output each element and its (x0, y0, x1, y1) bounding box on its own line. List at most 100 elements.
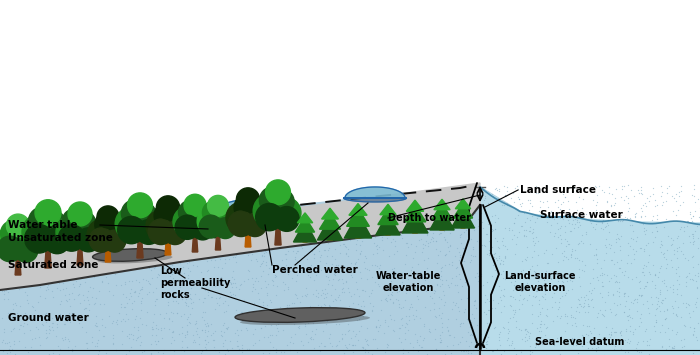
Point (116, 328, 127, 334)
Point (208, 331, 219, 336)
Point (346, 275, 358, 280)
Point (493, 188, 504, 193)
Point (383, 323, 394, 329)
Circle shape (211, 203, 232, 224)
Circle shape (211, 210, 237, 236)
Point (237, 345, 248, 351)
Point (461, 348, 472, 353)
Point (545, 210, 556, 216)
Point (500, 255, 511, 261)
Point (687, 231, 699, 237)
Point (301, 231, 312, 237)
Point (673, 264, 684, 270)
Point (617, 218, 628, 224)
Text: Water table: Water table (8, 220, 78, 230)
Point (532, 342, 543, 347)
Point (466, 184, 477, 189)
Point (360, 225, 371, 231)
Point (656, 249, 667, 255)
Point (671, 198, 682, 204)
Point (651, 202, 662, 208)
Point (188, 332, 199, 338)
Point (111, 321, 122, 327)
Point (540, 312, 551, 317)
Point (400, 209, 411, 215)
Point (88, 274, 99, 280)
Point (232, 343, 243, 349)
Point (657, 200, 668, 205)
Point (181, 329, 193, 334)
Point (451, 265, 462, 271)
Point (368, 251, 379, 257)
Point (334, 338, 345, 344)
Point (34, 293, 46, 299)
Point (370, 229, 381, 234)
Point (426, 236, 437, 242)
Point (561, 290, 572, 296)
Point (586, 336, 597, 342)
Point (476, 273, 487, 278)
Point (536, 306, 547, 311)
Point (279, 268, 290, 273)
Point (354, 307, 365, 312)
Point (668, 343, 679, 349)
Point (657, 344, 668, 349)
Point (514, 196, 525, 202)
Point (389, 272, 400, 278)
Point (494, 337, 505, 343)
Point (261, 302, 272, 308)
Point (366, 223, 377, 229)
Point (598, 337, 610, 342)
Point (270, 273, 281, 279)
Circle shape (0, 227, 27, 260)
Point (634, 279, 645, 284)
Point (491, 258, 503, 263)
Point (468, 228, 479, 233)
Point (109, 245, 120, 250)
Point (134, 287, 145, 293)
Polygon shape (430, 208, 454, 230)
Point (397, 323, 408, 328)
Point (207, 337, 218, 343)
Point (0, 257, 7, 263)
Point (147, 319, 158, 324)
Point (570, 308, 581, 314)
Point (255, 248, 266, 254)
Point (41, 328, 52, 333)
Point (251, 275, 262, 281)
Point (74, 272, 85, 277)
Point (158, 347, 169, 353)
Point (426, 295, 438, 301)
Point (596, 283, 608, 289)
Point (53, 280, 64, 286)
Point (194, 250, 205, 256)
Point (39, 295, 50, 301)
Point (546, 304, 557, 310)
Point (622, 252, 634, 257)
Point (63, 296, 74, 302)
Circle shape (132, 210, 163, 241)
Point (34, 314, 46, 320)
Point (582, 310, 594, 315)
Point (617, 183, 628, 189)
Point (403, 317, 414, 323)
Point (671, 248, 682, 254)
Point (355, 242, 366, 248)
Polygon shape (77, 248, 83, 265)
Point (391, 285, 402, 290)
Point (218, 340, 229, 346)
Point (249, 340, 260, 346)
Point (667, 306, 678, 311)
Point (51, 285, 62, 290)
Point (360, 200, 372, 206)
Point (135, 245, 146, 251)
Point (533, 297, 545, 303)
Point (202, 289, 214, 294)
Point (620, 268, 631, 274)
Point (141, 291, 153, 297)
Point (648, 185, 659, 191)
Point (463, 206, 475, 211)
Point (434, 225, 445, 231)
Point (547, 252, 558, 257)
Point (94, 237, 106, 243)
